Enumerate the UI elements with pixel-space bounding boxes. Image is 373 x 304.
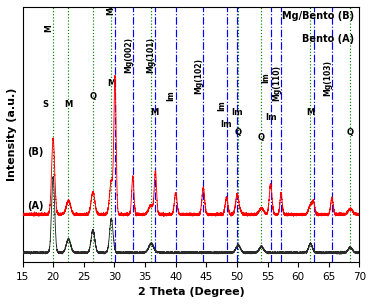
Y-axis label: Intensity (a.u.): Intensity (a.u.) [7, 88, 17, 181]
Text: Q: Q [235, 128, 242, 137]
Text: Mg(103): Mg(103) [323, 60, 332, 96]
Text: Im: Im [221, 120, 232, 129]
Text: M: M [150, 108, 159, 116]
Text: Mg/Bento (B): Mg/Bento (B) [282, 11, 354, 21]
Text: S: S [43, 100, 49, 109]
Text: Im: Im [217, 101, 226, 112]
Text: Im: Im [265, 112, 276, 122]
Text: Q: Q [90, 92, 97, 101]
Text: Mg(110): Mg(110) [272, 65, 281, 101]
Text: Im: Im [167, 91, 176, 101]
Text: Mg(102): Mg(102) [194, 57, 203, 94]
Text: M: M [44, 25, 53, 33]
X-axis label: 2 Theta (Degree): 2 Theta (Degree) [138, 287, 244, 297]
Text: Q: Q [347, 128, 354, 137]
Text: M: M [64, 100, 73, 109]
Text: M: M [107, 79, 116, 88]
Text: Bento (A): Bento (A) [302, 34, 354, 44]
Text: Im: Im [261, 73, 271, 83]
Text: Im: Im [231, 108, 243, 116]
Text: Mg(101): Mg(101) [147, 37, 156, 73]
Text: Mg(002): Mg(002) [124, 37, 133, 73]
Text: (B): (B) [28, 147, 44, 157]
Text: (A): (A) [28, 201, 44, 211]
Text: Q: Q [258, 133, 265, 142]
Text: Mg(100): Mg(100) [106, 0, 115, 15]
Text: M: M [306, 108, 314, 116]
